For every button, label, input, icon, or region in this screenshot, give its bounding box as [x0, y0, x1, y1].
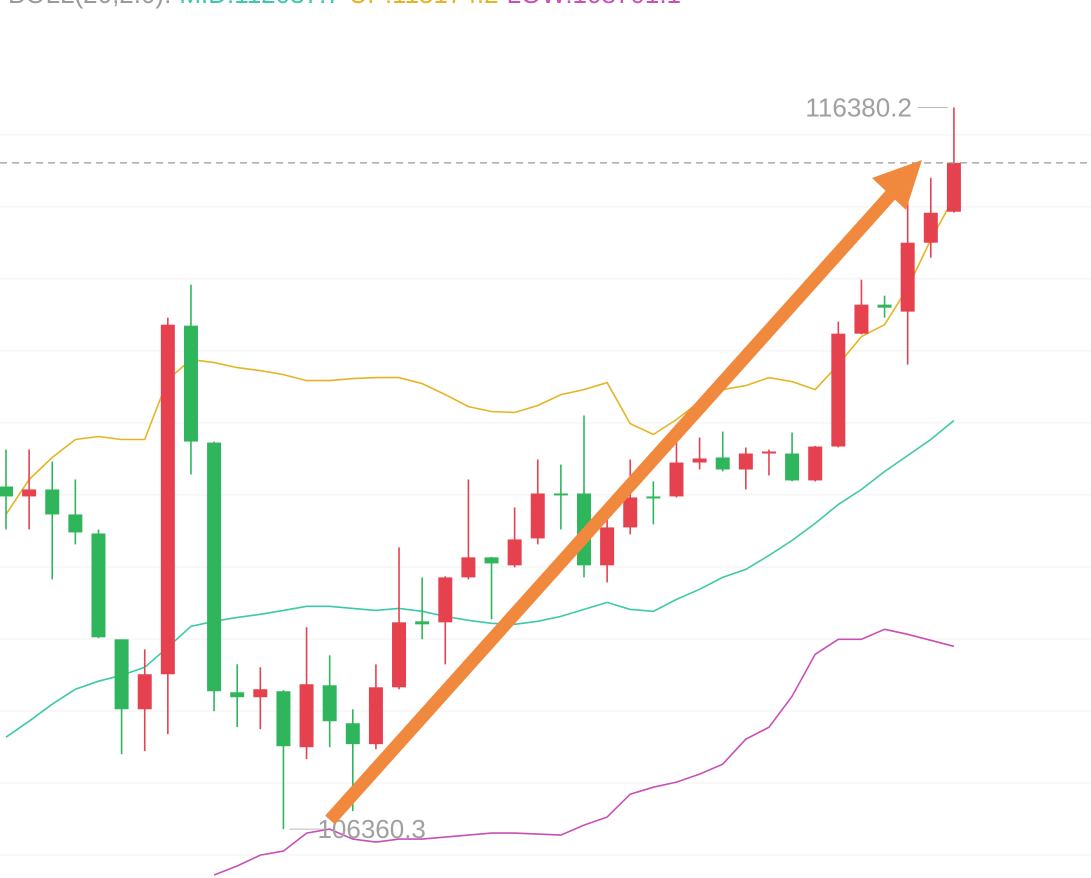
candle-body — [22, 489, 37, 497]
candle-body — [438, 577, 453, 623]
candle-body — [160, 324, 175, 675]
candle-body — [623, 497, 638, 528]
header-item: BOLL(20,2.0): — [8, 0, 171, 9]
candle-body — [877, 304, 892, 308]
candle-body — [0, 486, 13, 497]
candle-body — [738, 453, 753, 470]
trend-arrow — [325, 160, 922, 825]
header-item: LOW:108701.1 — [507, 0, 681, 9]
arrow-shaft — [325, 185, 900, 825]
candle-body — [345, 723, 360, 745]
candle-body — [91, 533, 106, 638]
candle-body — [507, 539, 522, 566]
candle-body — [45, 489, 60, 515]
candle-body — [183, 325, 198, 442]
candle-body — [669, 462, 684, 497]
indicator-header: BOLL(20,2.0): MID:112037.7 UP:115174.2 LOW:… — [8, 0, 681, 9]
candle-body — [854, 304, 869, 334]
candle-body — [114, 639, 129, 710]
candle-body — [392, 622, 407, 688]
candle-body — [68, 514, 83, 533]
candle-body — [230, 692, 245, 698]
band-line — [213, 628, 955, 876]
candle-body — [368, 687, 383, 745]
candle-body — [761, 451, 776, 454]
candle-body — [808, 446, 823, 481]
candle-body — [530, 493, 545, 539]
header-item: UP:115174.2 — [349, 0, 499, 9]
candle-body — [900, 242, 915, 312]
candles — [0, 107, 961, 830]
high-label: 116380.2 — [805, 92, 912, 122]
candle-body — [646, 496, 661, 499]
candle-body — [692, 458, 707, 463]
candle-body — [715, 457, 730, 470]
candle-body — [785, 453, 800, 481]
candle-body — [600, 527, 615, 566]
candle-body — [923, 212, 938, 243]
candle-body — [461, 557, 476, 578]
arrow-head — [872, 160, 922, 210]
candle-body — [137, 674, 152, 710]
candle-body — [276, 691, 291, 747]
candle-body — [299, 684, 314, 748]
candle-body — [831, 333, 846, 447]
candle-body — [415, 621, 430, 625]
header-item: MID:112037.7 — [179, 0, 340, 9]
candle-body — [253, 689, 268, 698]
candle-body — [207, 442, 222, 692]
grid — [0, 134, 1091, 856]
candle-body — [553, 493, 568, 496]
candle-body — [322, 685, 337, 722]
candle-body — [946, 162, 961, 212]
candle-body — [484, 557, 499, 564]
